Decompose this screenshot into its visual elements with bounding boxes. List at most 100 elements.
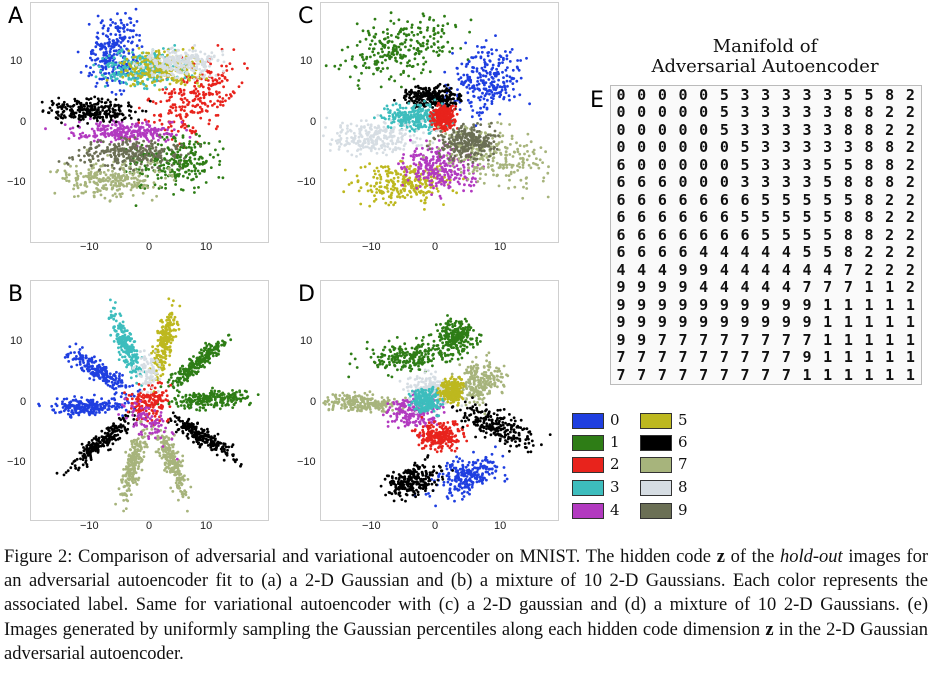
scatter-point xyxy=(142,441,145,445)
scatter-point xyxy=(216,153,220,157)
scatter-point xyxy=(165,99,169,103)
scatter-point xyxy=(202,393,206,397)
scatter-point xyxy=(111,442,115,446)
scatter-point xyxy=(52,408,56,412)
scatter-point xyxy=(142,450,146,454)
scatter-point xyxy=(129,125,133,129)
scatter-point xyxy=(135,409,138,412)
scatter-point xyxy=(92,367,96,371)
scatter-point xyxy=(153,169,157,173)
scatter-point xyxy=(141,186,144,189)
scatter-point xyxy=(129,162,132,166)
scatter-point xyxy=(172,79,176,82)
scatter-point xyxy=(195,162,199,165)
scatter-point xyxy=(144,184,148,187)
scatter-point xyxy=(145,58,149,61)
scatter-point xyxy=(150,351,153,355)
scatter-point xyxy=(103,196,107,200)
scatter-point xyxy=(173,51,177,55)
scatter-point xyxy=(195,62,199,66)
scatter-point xyxy=(184,160,188,163)
scatter-point xyxy=(97,178,101,182)
scatter-point xyxy=(92,194,96,198)
scatter-point xyxy=(179,404,183,407)
scatter-point xyxy=(218,77,221,80)
scatter-point xyxy=(170,304,174,307)
scatter-point xyxy=(215,453,219,457)
scatter-point xyxy=(164,339,168,343)
scatter-point xyxy=(114,159,117,163)
scatter-point xyxy=(96,124,100,128)
scatter-point xyxy=(88,359,92,363)
scatter-point xyxy=(159,374,163,378)
scatter-point xyxy=(137,174,141,178)
scatter-point xyxy=(178,155,182,159)
scatter-point xyxy=(85,465,89,468)
scatter-point xyxy=(108,41,111,45)
scatter-point xyxy=(173,153,177,157)
scatter-point xyxy=(93,95,97,99)
scatter-point xyxy=(117,358,121,361)
scatter-point xyxy=(206,430,210,434)
scatter-point xyxy=(202,96,206,100)
scatter-point xyxy=(134,74,138,78)
scatter-point xyxy=(83,402,87,406)
scatter-point xyxy=(88,368,92,372)
scatter-point xyxy=(123,355,127,359)
scatter-point xyxy=(146,65,150,68)
scatter-point xyxy=(150,127,153,131)
scatter-point xyxy=(114,138,118,142)
scatter-point xyxy=(140,51,144,55)
scatter-point xyxy=(139,151,143,155)
scatter-point xyxy=(79,172,83,175)
scatter-point xyxy=(115,370,118,374)
scatter-point xyxy=(125,465,128,468)
scatter-point xyxy=(92,139,96,143)
scatter-point xyxy=(70,365,73,369)
scatter-point xyxy=(93,355,96,359)
scatter-point xyxy=(202,428,206,432)
scatter-point xyxy=(153,127,157,130)
scatter-point xyxy=(85,185,89,188)
scatter-point xyxy=(193,56,197,59)
scatter-point xyxy=(178,304,182,308)
scatter-point xyxy=(168,338,172,342)
scatter-point xyxy=(68,108,72,112)
scatter-point xyxy=(200,169,204,173)
scatter-point xyxy=(101,19,104,23)
scatter-point xyxy=(144,166,148,170)
scatter-point xyxy=(127,103,131,107)
scatter-point xyxy=(169,124,173,128)
scatter-point xyxy=(167,173,171,177)
scatter-point xyxy=(160,176,163,180)
scatter-point xyxy=(163,170,167,174)
scatter-point xyxy=(187,59,191,63)
scatter-point xyxy=(194,360,198,363)
scatter-point xyxy=(195,372,199,376)
scatter-point xyxy=(62,100,66,104)
scatter-point xyxy=(140,168,144,172)
scatter-point xyxy=(148,56,151,59)
scatter-point xyxy=(129,17,133,21)
scatter-point xyxy=(132,184,136,188)
scatter-point xyxy=(78,411,81,414)
scatter-point xyxy=(177,390,181,394)
scatter-point xyxy=(139,162,143,166)
scatter-point xyxy=(148,353,151,357)
scatter-point xyxy=(56,106,60,109)
scatter-point xyxy=(196,422,199,425)
scatter-point xyxy=(180,77,184,81)
scatter-point xyxy=(184,395,188,398)
scatter-point xyxy=(109,140,113,144)
scatter-point xyxy=(127,470,131,474)
scatter-point xyxy=(128,489,131,492)
scatter-point xyxy=(123,170,126,174)
scatter-point xyxy=(198,105,202,109)
scatter-point xyxy=(101,109,105,112)
scatter-point xyxy=(116,147,120,151)
scatter-point xyxy=(103,431,107,435)
scatter-point xyxy=(149,396,153,400)
scatter-point xyxy=(191,435,195,438)
scatter-point xyxy=(187,63,191,67)
scatter-point xyxy=(177,427,181,431)
